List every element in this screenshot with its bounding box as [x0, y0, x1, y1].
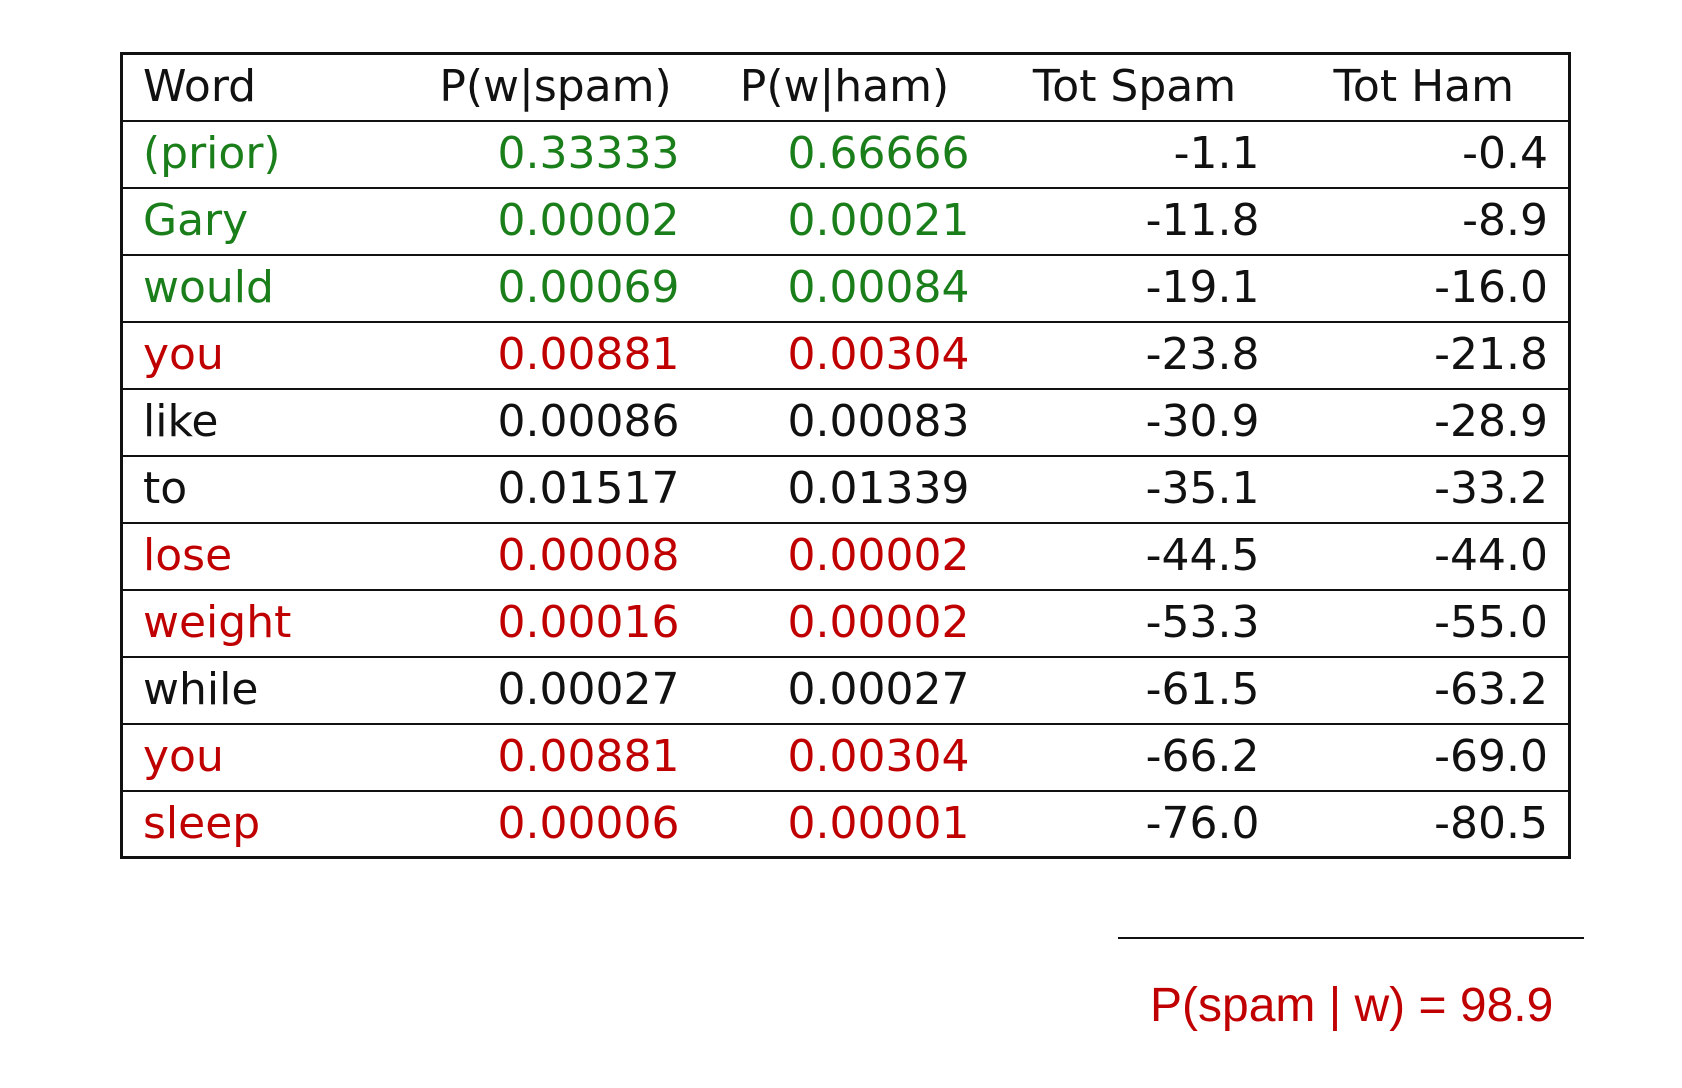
tot-spam-cell: -76.0	[1145, 797, 1260, 849]
word-cell: while	[143, 664, 259, 715]
tot-ham-cell: -0.4	[1462, 128, 1548, 179]
tot-ham-cell: -28.9	[1434, 396, 1548, 447]
tot-spam-cell: -66.2	[1145, 731, 1260, 782]
tot-spam-cell: -61.5	[1145, 664, 1260, 715]
p-ham-cell: 0.66666	[787, 128, 970, 179]
p-ham-cell: 0.00304	[787, 731, 970, 782]
p-ham-cell: 0.00002	[787, 597, 970, 648]
tot-ham-cell: -63.2	[1434, 664, 1548, 715]
word-cell: you	[143, 731, 224, 782]
word-probability-table: Word P(w|spam) P(w|ham) Tot Spam Tot Ham…	[120, 52, 1571, 859]
table-body: (prior) 0.33333 0.66666 -1.1 -0.4 Gary 0.00002…	[121, 121, 1570, 858]
p-spam-cell: 0.00008	[497, 530, 680, 581]
header-tot-ham: Tot Ham	[1333, 61, 1514, 113]
tot-ham-cell: -21.8	[1434, 329, 1548, 380]
table-row: weight 0.00016 0.00002 -53.3 -55.0	[121, 590, 1570, 657]
header-p-ham: P(w|ham)	[739, 61, 950, 113]
tot-spam-cell: -44.5	[1145, 530, 1260, 581]
word-cell: (prior)	[143, 128, 281, 179]
tot-spam-cell: -23.8	[1145, 329, 1260, 380]
table-header-row: Word P(w|spam) P(w|ham) Tot Spam Tot Ham	[121, 54, 1570, 121]
posterior-result: P(spam | w) = 98.9	[1150, 979, 1554, 1032]
table-row: lose 0.00008 0.00002 -44.5 -44.0	[121, 523, 1570, 590]
tot-spam-cell: -11.8	[1145, 195, 1260, 246]
p-ham-cell: 0.00021	[787, 195, 970, 246]
p-spam-cell: 0.00086	[497, 396, 680, 447]
table-row: would 0.00069 0.00084 -19.1 -16.0	[121, 255, 1570, 322]
p-ham-cell: 0.00027	[787, 664, 970, 715]
p-spam-cell: 0.00069	[497, 262, 680, 313]
word-cell: sleep	[143, 797, 261, 849]
p-spam-cell: 0.00881	[497, 731, 680, 782]
tot-ham-cell: -69.0	[1434, 731, 1548, 782]
p-spam-cell: 0.33333	[497, 128, 680, 179]
p-spam-cell: 0.00027	[497, 664, 680, 715]
p-ham-cell: 0.00083	[787, 396, 970, 447]
p-spam-cell: 0.00002	[497, 195, 680, 246]
p-spam-cell: 0.01517	[497, 463, 680, 514]
table-row: (prior) 0.33333 0.66666 -1.1 -0.4	[121, 121, 1570, 188]
tot-spam-cell: -35.1	[1145, 463, 1260, 514]
word-cell: lose	[143, 530, 233, 581]
tot-ham-cell: -16.0	[1434, 262, 1548, 313]
word-cell: weight	[143, 597, 292, 648]
tot-ham-cell: -8.9	[1462, 195, 1548, 246]
table-row: to 0.01517 0.01339 -35.1 -33.2	[121, 456, 1570, 523]
word-cell: would	[143, 262, 274, 313]
tot-spam-cell: -53.3	[1145, 597, 1260, 648]
p-ham-cell: 0.00002	[787, 530, 970, 581]
table-row: while 0.00027 0.00027 -61.5 -63.2	[121, 657, 1570, 724]
table-row: like 0.00086 0.00083 -30.9 -28.9	[121, 389, 1570, 456]
word-cell: Gary	[143, 195, 249, 246]
table-row: you 0.00881 0.00304 -23.8 -21.8	[121, 322, 1570, 389]
p-spam-cell: 0.00006	[497, 797, 680, 849]
tot-spam-cell: -1.1	[1173, 128, 1260, 179]
table-row: you 0.00881 0.00304 -66.2 -69.0	[121, 724, 1570, 791]
word-cell: you	[143, 329, 224, 380]
word-cell: like	[143, 396, 219, 447]
tot-ham-cell: -33.2	[1434, 463, 1548, 514]
table-row: sleep 0.00006 0.00001 -76.0 -80.5	[121, 791, 1570, 858]
tot-ham-cell: -44.0	[1434, 530, 1548, 581]
tot-ham-cell: -80.5	[1434, 797, 1548, 849]
p-spam-cell: 0.00016	[497, 597, 680, 648]
p-ham-cell: 0.01339	[787, 463, 970, 514]
word-cell: to	[143, 463, 188, 514]
p-spam-cell: 0.00881	[497, 329, 680, 380]
header-p-spam: P(w|spam)	[439, 61, 672, 113]
tot-spam-cell: -19.1	[1145, 262, 1260, 313]
table-row: Gary 0.00002 0.00021 -11.8 -8.9	[121, 188, 1570, 255]
p-ham-cell: 0.00001	[787, 797, 970, 849]
p-ham-cell: 0.00304	[787, 329, 970, 380]
tot-ham-cell: -55.0	[1434, 597, 1548, 648]
p-ham-cell: 0.00084	[787, 262, 970, 313]
header-word: Word	[143, 61, 257, 113]
summary-divider	[1118, 937, 1584, 939]
tot-spam-cell: -30.9	[1145, 396, 1260, 447]
header-tot-spam: Tot Spam	[1032, 61, 1237, 113]
